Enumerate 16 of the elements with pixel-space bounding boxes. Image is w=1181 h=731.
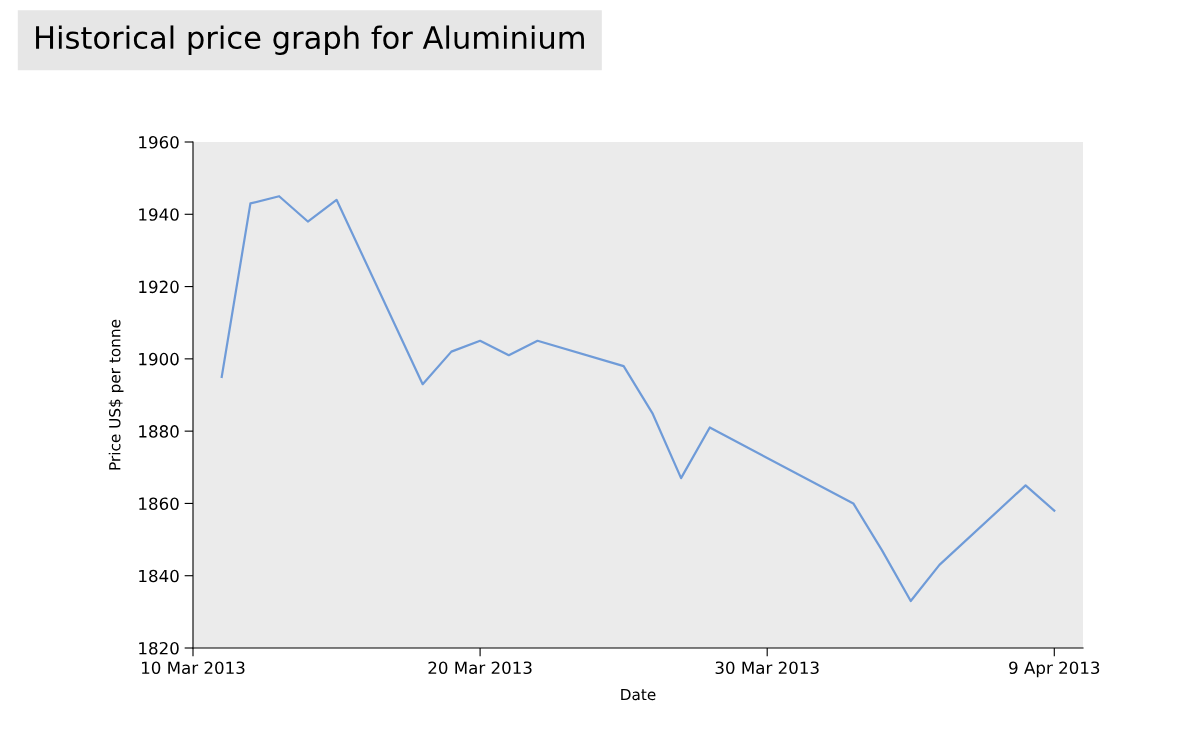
y-tick-label: 1920 <box>139 280 179 294</box>
y-tick-label: 1820 <box>139 641 179 655</box>
y-tick-label: 1900 <box>139 352 179 366</box>
y-tick-label: 1960 <box>139 135 179 149</box>
y-tick-label: 1860 <box>139 497 179 510</box>
x-tick-label: 20 Mar 2013 <box>428 661 532 675</box>
y-tick-label: 1940 <box>139 208 179 221</box>
x-tick-label: 10 Mar 2013 <box>142 661 245 675</box>
y-axis-title: Price US$ per tonne <box>108 319 124 470</box>
line-series <box>220 195 1056 603</box>
y-tick-label: 1840 <box>139 569 179 583</box>
x-tick-label: 9 Apr 2013 <box>1009 661 1100 678</box>
x-tick-label: 30 Mar 2013 <box>715 661 819 675</box>
y-tick-label: 1880 <box>139 425 179 438</box>
chart-title: Historical price graph for Aluminium <box>36 25 584 55</box>
x-axis-title: Date <box>621 688 656 701</box>
